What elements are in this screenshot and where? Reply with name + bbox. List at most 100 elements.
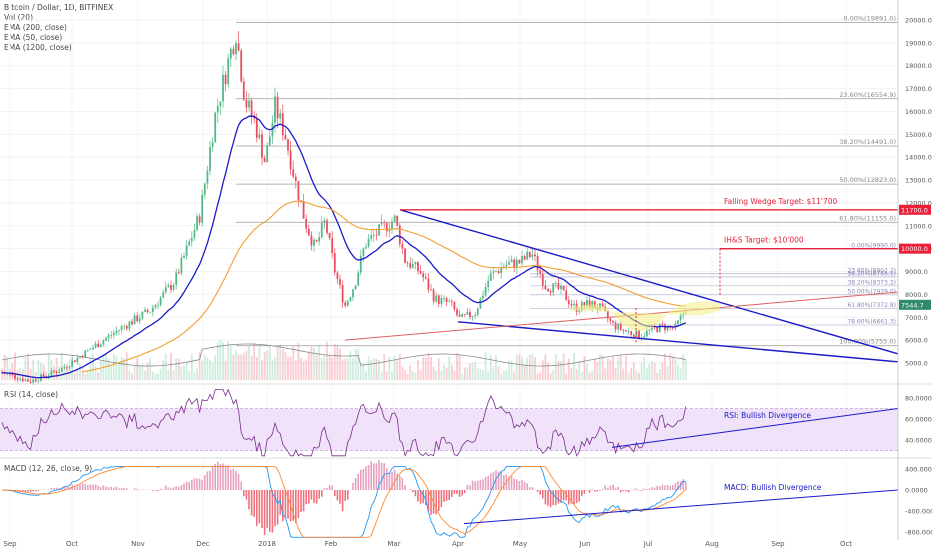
volume-bar <box>508 360 510 380</box>
volume-bar <box>344 358 347 380</box>
volume-bar <box>562 353 565 380</box>
volume-bar <box>183 365 185 380</box>
candle-body <box>565 290 568 301</box>
candle-body <box>242 81 245 100</box>
macd-hist-bar <box>235 471 237 490</box>
macd-hist-bar <box>386 468 388 490</box>
candle-body <box>346 300 349 306</box>
candle-body <box>24 379 27 382</box>
macd-tick-label: 0.0000 <box>905 487 928 495</box>
macd-tick-label: -800.0000 <box>905 529 932 537</box>
candle-body <box>393 215 396 222</box>
volume-bar <box>224 360 227 380</box>
macd-hist-bar <box>672 485 674 490</box>
volume-bar <box>479 369 482 380</box>
candle-body <box>344 302 347 306</box>
volume-bar <box>258 345 261 380</box>
macd-hist-bar <box>659 486 661 490</box>
candle-body <box>422 273 425 278</box>
fib-label: 38.20%(14491.0) <box>839 138 896 146</box>
candle-body <box>63 367 66 369</box>
volume-bar <box>339 348 341 380</box>
macd-hist-bar <box>55 487 58 490</box>
candle-body <box>232 48 235 55</box>
macd-hist-bar <box>339 490 341 504</box>
macd-pane-label[interactable]: MACD (12, 26, close, 9) <box>4 464 93 473</box>
volume-bar <box>536 373 539 380</box>
candle-body <box>279 113 282 119</box>
macd-hist-bar <box>414 490 417 497</box>
candle-body <box>474 314 477 316</box>
volume-bar <box>323 354 326 380</box>
candle-body <box>323 220 326 224</box>
candle-body <box>250 100 253 116</box>
price-tick-label: 18000.0 <box>905 62 932 70</box>
rsi-pane-label[interactable]: RSI (14, close) <box>4 390 59 399</box>
volume-bar <box>214 355 217 380</box>
candle-body <box>645 330 648 337</box>
volume-bar <box>66 368 68 380</box>
time-tick-label: Oct <box>840 540 852 548</box>
indicator-ema50[interactable]: EMA (50, close) <box>4 33 63 42</box>
candle-body <box>167 285 170 288</box>
volume-bar <box>24 356 27 380</box>
macd-tick-label: -400.0000 <box>905 508 932 516</box>
indicator-vol[interactable]: Vol (20) <box>4 13 34 22</box>
candle-body <box>37 380 40 382</box>
candle-body <box>445 297 448 302</box>
macd-hist-bar <box>596 490 599 492</box>
candle-body <box>554 283 557 284</box>
volume-bar <box>515 354 518 380</box>
macd-hist-bar <box>258 490 261 524</box>
candle-body <box>289 150 292 170</box>
volume-bar <box>40 363 42 380</box>
macd-hist-bar <box>227 465 229 490</box>
macd-hist-bar <box>37 490 40 492</box>
volume-bar <box>227 341 230 380</box>
fib-label: 61.80%(11155.0) <box>839 214 896 222</box>
macd-hist-bar <box>656 485 658 490</box>
candle-body <box>375 234 378 236</box>
macd-hist-bar <box>464 490 466 494</box>
macd-hist-bar <box>32 490 34 492</box>
volume-bar <box>281 349 284 380</box>
macd-hist-bar <box>393 469 396 490</box>
volume-bar <box>229 346 232 380</box>
volume-bar <box>664 353 666 380</box>
volume-bar <box>669 353 672 380</box>
indicator-ema1200[interactable]: EMA (1200, close) <box>4 43 72 52</box>
macd-hist-bar <box>469 485 471 490</box>
macd-hist-bar <box>191 480 193 490</box>
fib-label: 61.80%(7372.8) <box>847 302 896 309</box>
candle-body <box>128 321 131 329</box>
volume-bar <box>131 373 133 380</box>
candle-body <box>177 272 180 274</box>
volume-bar <box>411 370 414 380</box>
fib-label: 38.20%(8765.1) <box>847 270 896 277</box>
volume-bar <box>560 361 562 380</box>
candle-body <box>437 295 440 304</box>
candle-body <box>349 297 352 301</box>
candle-body <box>372 234 375 236</box>
macd-hist-bar <box>440 490 443 508</box>
macd-hist-bar <box>549 490 552 508</box>
macd-hist-bar <box>614 487 617 490</box>
macd-hist-bar <box>276 490 279 525</box>
macd-hist-bar <box>50 488 53 490</box>
price-tick-label: 12000.0 <box>905 199 932 207</box>
volume-bar <box>3 354 6 380</box>
indicator-ema200[interactable]: EMA (200, close) <box>4 23 67 32</box>
candle-body <box>336 272 339 280</box>
fib-label: 50.00%(12823.0) <box>839 176 896 184</box>
volume-bar <box>352 358 354 380</box>
candle-body <box>8 373 11 375</box>
macd-hist-bar <box>513 478 515 490</box>
volume-bar <box>6 356 9 380</box>
macd-hist-bar <box>310 490 313 500</box>
volume-bar <box>432 366 435 380</box>
rsi-line <box>1 388 687 457</box>
candle-body <box>328 232 331 239</box>
candle-body <box>539 270 542 274</box>
volume-bar <box>614 368 617 380</box>
